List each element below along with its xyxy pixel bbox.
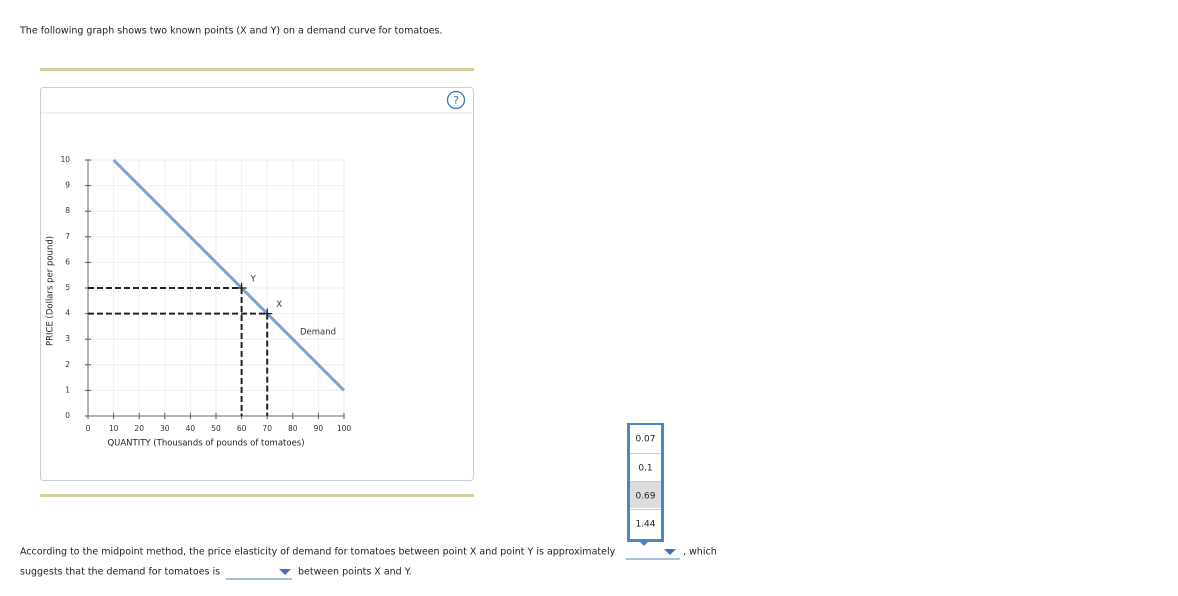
x-tick-label: 30	[160, 424, 170, 433]
question-text: According to the midpoint method, the pr…	[20, 547, 616, 558]
y-tick-label: 3	[65, 334, 70, 343]
y-tick-label: 10	[60, 155, 70, 164]
y-tick-label: 2	[65, 360, 70, 369]
y-axis-title: PRICE (Dollars per pound)	[46, 236, 56, 346]
dropdown-option-label[interactable]: 0.07	[635, 435, 655, 445]
demand-line	[112, 158, 346, 392]
x-tick-label: 80	[288, 424, 298, 433]
dropdown-option[interactable]	[630, 425, 661, 451]
dropdown-option-label[interactable]: 1.44	[635, 520, 655, 530]
x-tick-label: 70	[262, 424, 272, 433]
point-marker	[236, 283, 247, 293]
y-tick-label: 5	[65, 283, 70, 292]
point-marker	[262, 308, 273, 319]
x-tick-label: 40	[186, 424, 196, 433]
dropdown-option-label[interactable]: 0.1	[638, 464, 652, 474]
divider	[40, 68, 474, 71]
x-tick-label: 10	[109, 424, 119, 433]
dropdown-arrow[interactable]	[279, 569, 291, 575]
point-label: Y	[250, 275, 257, 285]
help-icon[interactable]: ?	[453, 94, 459, 107]
dropdown-option[interactable]	[630, 482, 661, 508]
y-tick-label: 0	[65, 411, 70, 420]
graph-panel	[40, 87, 474, 481]
y-tick-label: 7	[65, 232, 70, 241]
x-tick-label: 20	[134, 424, 144, 433]
x-tick-label: 100	[337, 424, 352, 433]
intro-text: The following graph shows two known poin…	[19, 26, 443, 37]
x-tick-label: 90	[314, 424, 324, 433]
dropdown-pointer	[638, 540, 650, 546]
question-text: between points X and Y.	[298, 567, 412, 578]
y-tick-label: 9	[65, 181, 70, 190]
y-tick-label: 6	[65, 257, 70, 266]
y-tick-label: 8	[65, 206, 70, 215]
x-axis-title: QUANTITY (Thousands of pounds of tomatoe…	[107, 439, 304, 449]
series-label: Demand	[300, 328, 336, 338]
dropdown-option-label[interactable]: 0.69	[635, 492, 655, 502]
question-text: suggests that the demand for tomatoes is	[20, 567, 220, 578]
x-tick-label: 60	[237, 424, 247, 433]
question-text: , which	[683, 547, 717, 558]
x-tick-label: 0	[86, 424, 91, 433]
dropdown-option[interactable]	[630, 510, 661, 536]
y-tick-label: 4	[65, 309, 70, 318]
dropdown-arrow[interactable]	[664, 549, 676, 555]
y-tick-label: 1	[65, 385, 70, 394]
help-button[interactable]	[446, 90, 466, 110]
point-label: X	[276, 300, 282, 310]
divider	[40, 494, 474, 497]
x-tick-label: 50	[211, 424, 221, 433]
dropdown-option[interactable]	[630, 454, 661, 480]
